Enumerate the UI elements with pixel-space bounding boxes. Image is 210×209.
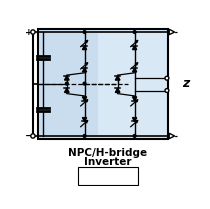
Text: One inverter
leg as shaded.: One inverter leg as shaded. (81, 169, 134, 182)
Polygon shape (115, 76, 120, 80)
Text: NPC/H-bridge: NPC/H-bridge (68, 148, 147, 158)
Circle shape (83, 82, 86, 85)
Text: −: − (25, 131, 33, 141)
Text: z: z (182, 77, 189, 90)
FancyBboxPatch shape (39, 30, 98, 138)
Polygon shape (133, 97, 137, 101)
Circle shape (31, 134, 35, 138)
Polygon shape (85, 41, 88, 43)
Polygon shape (82, 118, 87, 121)
Polygon shape (85, 121, 88, 123)
Polygon shape (85, 63, 88, 65)
FancyBboxPatch shape (78, 167, 138, 185)
Polygon shape (85, 100, 88, 102)
Circle shape (83, 31, 86, 33)
Polygon shape (82, 68, 87, 72)
FancyBboxPatch shape (38, 29, 168, 139)
Polygon shape (135, 121, 138, 123)
Polygon shape (82, 97, 87, 101)
Circle shape (133, 31, 136, 33)
Polygon shape (135, 63, 138, 65)
Polygon shape (133, 46, 137, 50)
Circle shape (31, 30, 35, 34)
Polygon shape (133, 118, 137, 121)
Polygon shape (115, 88, 120, 92)
Circle shape (165, 89, 169, 92)
Polygon shape (135, 100, 138, 102)
Text: +: + (25, 28, 33, 37)
Circle shape (66, 82, 68, 85)
Polygon shape (169, 29, 175, 35)
Polygon shape (82, 46, 87, 50)
Text: Inverter: Inverter (84, 157, 131, 167)
Circle shape (83, 135, 86, 137)
Polygon shape (133, 68, 137, 72)
Circle shape (165, 76, 169, 80)
Polygon shape (64, 88, 69, 92)
Circle shape (133, 135, 136, 137)
Polygon shape (64, 76, 69, 80)
Polygon shape (169, 133, 175, 139)
Polygon shape (135, 41, 138, 43)
